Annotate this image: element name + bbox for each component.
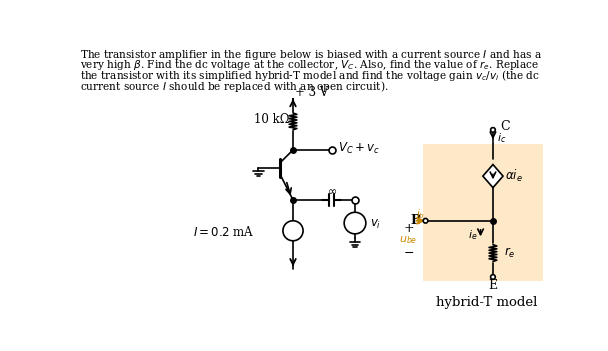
Text: $\infty$: $\infty$ [326,186,337,196]
Text: +: + [349,214,358,224]
Text: $r_e$: $r_e$ [504,246,516,260]
Text: E: E [488,279,497,292]
Text: hybrid-T model: hybrid-T model [437,296,538,309]
Text: $V_C + v_c$: $V_C + v_c$ [338,141,380,156]
Circle shape [491,275,496,279]
Text: C: C [501,120,510,133]
Polygon shape [483,165,503,188]
Text: $v_i$: $v_i$ [370,218,382,231]
Text: + 3 V: + 3 V [295,86,329,99]
Text: B: B [411,214,421,227]
Text: $i_b$: $i_b$ [416,207,426,221]
Text: $u_{be}$: $u_{be}$ [399,234,418,246]
Circle shape [344,212,366,234]
Text: $i_e$: $i_e$ [468,228,477,241]
Text: $\alpha i_e$: $\alpha i_e$ [505,168,523,184]
Text: current source $I$ should be replaced with an open circuit).: current source $I$ should be replaced wi… [80,79,389,94]
Text: −: − [353,222,362,232]
Circle shape [423,218,428,223]
Text: the transistor with its simplified hybrid-T model and find the voltage gain $v_c: the transistor with its simplified hybri… [80,68,540,83]
Circle shape [491,128,496,132]
Text: +: + [403,222,414,235]
Text: very high $\beta$. Find the dc voltage at the collector, $V_C$. Also, find the v: very high $\beta$. Find the dc voltage a… [80,58,539,72]
Text: −: − [403,247,413,260]
FancyBboxPatch shape [423,144,544,281]
Text: The transistor amplifier in the figure below is biased with a current source $I$: The transistor amplifier in the figure b… [80,47,542,61]
Text: $i_c$: $i_c$ [497,131,506,145]
Text: 10 kΩ: 10 kΩ [254,113,289,126]
Text: $I = 0.2$ mA: $I = 0.2$ mA [193,225,254,239]
Circle shape [283,221,303,241]
